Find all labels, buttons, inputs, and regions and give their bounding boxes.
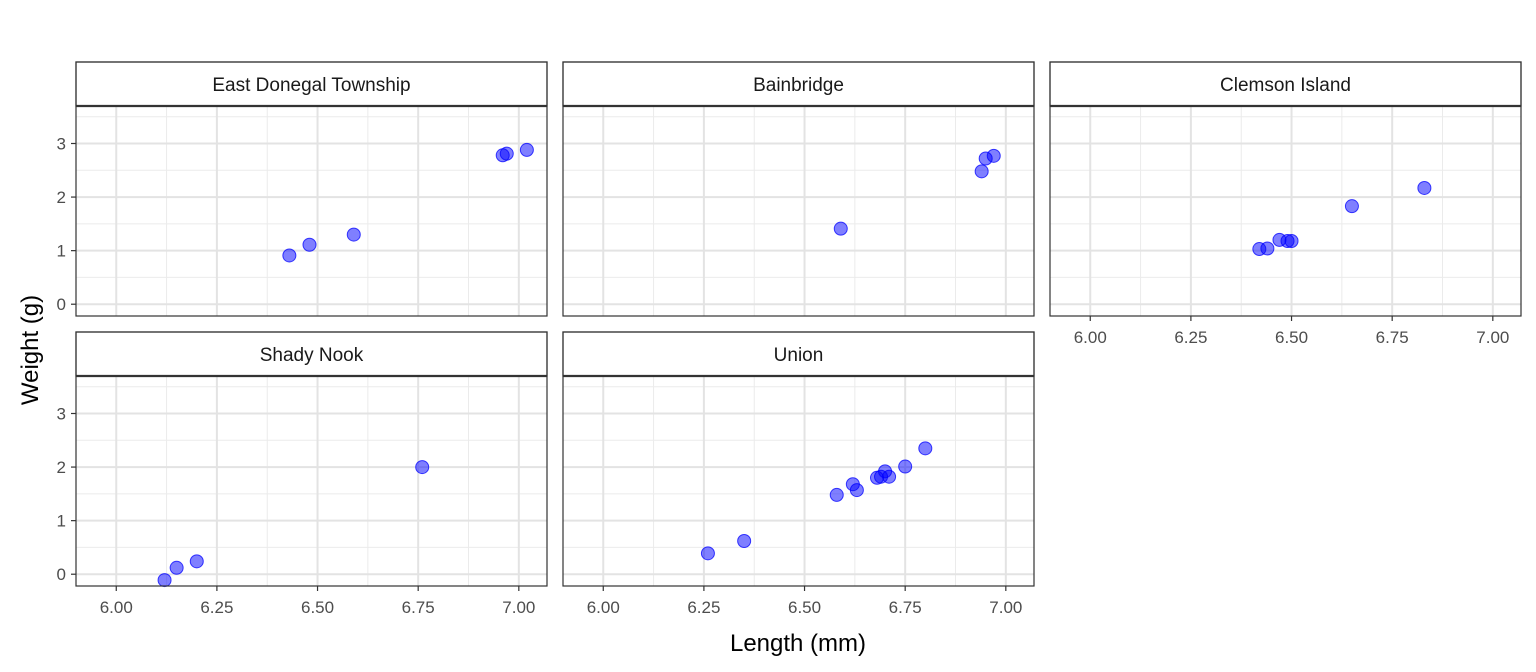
data-point bbox=[282, 248, 297, 263]
panel-border bbox=[75, 331, 548, 587]
facet-strip-label: East Donegal Township bbox=[212, 75, 410, 96]
data-point bbox=[346, 227, 361, 242]
x-tick-label: 6.75 bbox=[402, 598, 435, 617]
panel-border bbox=[562, 331, 1035, 587]
x-tick-label: 6.25 bbox=[1174, 328, 1207, 347]
facet-panel: East Donegal Township 0 1 2 3 bbox=[57, 61, 548, 317]
data-point bbox=[829, 487, 844, 502]
data-point bbox=[157, 573, 172, 588]
x-tick-label: 6.50 bbox=[301, 598, 334, 617]
y-tick-label: 3 bbox=[57, 135, 66, 154]
y-tick-label: 2 bbox=[57, 458, 66, 477]
x-tick-label: 6.75 bbox=[1376, 328, 1409, 347]
plot-background bbox=[76, 106, 547, 316]
facet-panel: Bainbridge bbox=[562, 61, 1035, 317]
panel-border bbox=[1049, 61, 1522, 317]
plot-background bbox=[563, 376, 1034, 586]
x-tick-label: 7.00 bbox=[1476, 328, 1509, 347]
y-tick-label: 3 bbox=[57, 405, 66, 424]
x-tick-label: 7.00 bbox=[502, 598, 535, 617]
facet-strip bbox=[75, 61, 548, 107]
data-point bbox=[898, 459, 913, 474]
facet-panel: Clemson Island 6.00 6.25 6.50 6.75 7.00 bbox=[1049, 61, 1522, 347]
y-tick-label: 0 bbox=[57, 565, 66, 584]
x-tick-label: 6.50 bbox=[1275, 328, 1308, 347]
y-tick-label: 1 bbox=[57, 512, 66, 531]
data-point bbox=[737, 534, 752, 548]
data-point bbox=[986, 148, 1001, 163]
data-point bbox=[189, 554, 204, 569]
x-tick-label: 6.25 bbox=[200, 598, 233, 617]
y-axis-title: Weight (g) bbox=[17, 295, 44, 405]
data-point bbox=[882, 469, 897, 484]
y-tick-label: 0 bbox=[57, 295, 66, 314]
x-tick-label: 6.75 bbox=[889, 598, 922, 617]
facet-strip-label: Shady Nook bbox=[260, 345, 364, 366]
y-tick-label: 2 bbox=[57, 188, 66, 207]
panels-layer: East Donegal Township 0 1 2 3 Bainbridge Clems… bbox=[57, 61, 1522, 617]
panel-border bbox=[75, 61, 548, 317]
data-point bbox=[700, 546, 715, 561]
x-tick-label: 7.00 bbox=[989, 598, 1022, 617]
facet-strip bbox=[75, 331, 548, 377]
data-point bbox=[1284, 234, 1299, 248]
data-point bbox=[302, 237, 317, 252]
data-point bbox=[519, 142, 534, 157]
x-tick-label: 6.00 bbox=[587, 598, 620, 617]
plot-background bbox=[1050, 106, 1521, 316]
plot-background bbox=[563, 106, 1034, 316]
x-axis-title: Length (mm) bbox=[730, 630, 866, 657]
data-point bbox=[1417, 180, 1432, 195]
y-tick-label: 1 bbox=[57, 242, 66, 261]
x-tick-label: 6.00 bbox=[1074, 328, 1107, 347]
facet-strip bbox=[1049, 61, 1522, 107]
x-tick-label: 6.50 bbox=[788, 598, 821, 617]
x-tick-label: 6.00 bbox=[100, 598, 133, 617]
data-point bbox=[1260, 241, 1275, 256]
data-point bbox=[849, 483, 864, 498]
facet-panel: Shady Nook 0 1 2 3 6.00 6.25 6.50 6.75 7.00 bbox=[57, 331, 548, 617]
facet-strip bbox=[562, 61, 1035, 107]
data-point bbox=[974, 164, 989, 179]
x-tick-label: 6.25 bbox=[687, 598, 720, 617]
data-point bbox=[918, 441, 933, 456]
data-point bbox=[169, 560, 184, 575]
plot-background bbox=[76, 376, 547, 586]
data-point bbox=[1344, 199, 1359, 214]
data-point bbox=[833, 221, 848, 236]
facet-panel: Union 6.00 6.25 6.50 6.75 7.00 bbox=[562, 331, 1035, 617]
facet-strip-label: Clemson Island bbox=[1220, 75, 1351, 96]
facet-strip-label: Union bbox=[774, 345, 824, 366]
data-point bbox=[415, 460, 430, 475]
panel-border bbox=[562, 61, 1035, 317]
data-point bbox=[499, 146, 514, 161]
facet-strip-label: Bainbridge bbox=[753, 75, 844, 96]
